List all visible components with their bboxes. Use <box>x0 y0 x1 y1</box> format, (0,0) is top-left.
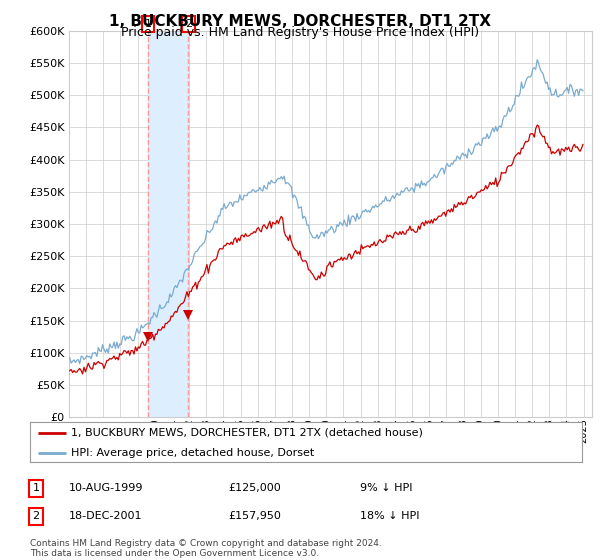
Text: 1: 1 <box>145 19 152 29</box>
Text: £125,000: £125,000 <box>228 483 281 493</box>
Text: 9% ↓ HPI: 9% ↓ HPI <box>360 483 413 493</box>
Text: 18-DEC-2001: 18-DEC-2001 <box>69 511 143 521</box>
Bar <box>148 31 188 417</box>
Text: 2: 2 <box>185 19 192 29</box>
Text: 1, BUCKBURY MEWS, DORCHESTER, DT1 2TX: 1, BUCKBURY MEWS, DORCHESTER, DT1 2TX <box>109 14 491 29</box>
Text: 18% ↓ HPI: 18% ↓ HPI <box>360 511 419 521</box>
Text: 1, BUCKBURY MEWS, DORCHESTER, DT1 2TX (detached house): 1, BUCKBURY MEWS, DORCHESTER, DT1 2TX (d… <box>71 428 423 438</box>
Text: HPI: Average price, detached house, Dorset: HPI: Average price, detached house, Dors… <box>71 448 314 458</box>
Text: £157,950: £157,950 <box>228 511 281 521</box>
Text: Price paid vs. HM Land Registry's House Price Index (HPI): Price paid vs. HM Land Registry's House … <box>121 26 479 39</box>
Text: 10-AUG-1999: 10-AUG-1999 <box>69 483 143 493</box>
Text: 2: 2 <box>32 511 40 521</box>
Text: Contains HM Land Registry data © Crown copyright and database right 2024.
This d: Contains HM Land Registry data © Crown c… <box>30 539 382 558</box>
Text: 1: 1 <box>32 483 40 493</box>
